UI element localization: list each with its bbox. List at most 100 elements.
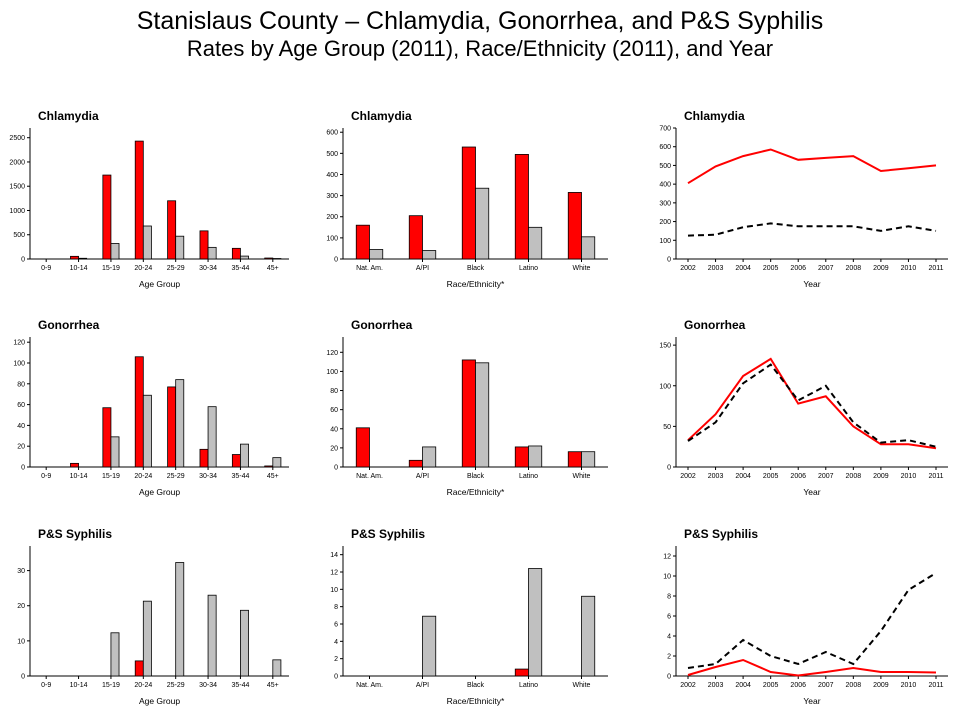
- y-tick-label: 0: [21, 674, 25, 681]
- x-tick-label: 2005: [763, 473, 779, 480]
- x-tick-label: 2010: [901, 682, 917, 689]
- x-tick-label: Nat. Am.: [356, 265, 383, 272]
- county-bar: [461, 146, 476, 260]
- x-axis-label: Race/Ethnicity*: [447, 279, 505, 289]
- y-tick-label: 2: [667, 654, 671, 661]
- county-bar: [102, 174, 112, 260]
- y-tick-label: 0: [334, 465, 338, 472]
- x-tick-label: 2009: [873, 473, 889, 480]
- x-axis-label: Year: [803, 279, 820, 289]
- county-bar: [461, 359, 476, 468]
- x-tick-label: 20-24: [134, 265, 152, 272]
- y-tick-label: 4: [334, 639, 338, 646]
- x-tick-label: 25-29: [167, 473, 185, 480]
- state-line: [687, 222, 937, 237]
- county-bar: [199, 230, 209, 260]
- state-bar: [422, 615, 437, 677]
- y-tick-label: 6: [334, 622, 338, 629]
- state-bar: [207, 406, 217, 468]
- chart-title: Gonorrhea: [38, 318, 100, 332]
- x-tick-label: 25-29: [167, 682, 185, 689]
- y-tick-label: 40: [330, 426, 338, 433]
- state-bar: [475, 362, 490, 468]
- x-tick-label: Nat. Am.: [356, 682, 383, 689]
- state-bar: [581, 451, 596, 468]
- y-tick-label: 0: [334, 674, 338, 681]
- y-tick-label: 0: [21, 465, 25, 472]
- y-tick-label: 30: [17, 568, 25, 575]
- y-tick-label: 1500: [9, 184, 25, 191]
- x-tick-label: 2002: [680, 473, 696, 480]
- x-axis-label: Age Group: [139, 487, 180, 497]
- y-tick-label: 4: [667, 634, 671, 641]
- y-tick-label: 10: [663, 574, 671, 581]
- x-tick-label: 2008: [846, 473, 862, 480]
- x-tick-label: A/PI: [416, 473, 429, 480]
- county-bar: [134, 660, 144, 677]
- y-tick-label: 8: [667, 594, 671, 601]
- y-tick-label: 6: [667, 614, 671, 621]
- x-tick-label: 45+: [267, 265, 279, 272]
- y-tick-label: 500: [13, 232, 25, 239]
- x-tick-label: 2010: [901, 473, 917, 480]
- state-bar: [142, 225, 152, 260]
- x-axis-label: Year: [803, 487, 820, 497]
- y-tick-label: 0: [334, 257, 338, 264]
- county-bar: [264, 257, 274, 260]
- state-bar: [110, 632, 120, 677]
- x-tick-label: 2008: [846, 682, 862, 689]
- state-bar: [240, 255, 249, 260]
- x-tick-label: 15-19: [102, 473, 120, 480]
- x-axis-label: Year: [803, 696, 820, 706]
- chart-title: P&S Syphilis: [38, 527, 112, 541]
- x-tick-label: A/PI: [416, 265, 429, 272]
- x-tick-label: 45+: [267, 473, 279, 480]
- county-line: [687, 148, 937, 185]
- y-tick-label: 0: [667, 674, 671, 681]
- county-bar: [567, 451, 582, 468]
- y-tick-label: 120: [326, 350, 338, 357]
- y-tick-label: 300: [659, 200, 671, 207]
- gonorrhea-age-panel: Gonorrhea Age Group 0 20 40 60 80 100 120 0-9 10-1…: [13, 318, 289, 497]
- y-tick-label: 20: [330, 445, 338, 452]
- county-bar: [355, 427, 370, 468]
- x-tick-label: 2009: [873, 265, 889, 272]
- state-bar: [240, 443, 249, 468]
- state-bar: [581, 236, 596, 260]
- x-tick-label: 2006: [790, 682, 806, 689]
- county-line: [687, 357, 937, 450]
- county-bar: [408, 215, 423, 260]
- x-tick-label: 2003: [708, 473, 724, 480]
- state-bar: [528, 445, 543, 468]
- page-subtitle: Rates by Age Group (2011), Race/Ethnicit…: [186, 36, 774, 61]
- gonorrhea-year-panel: Gonorrhea Year 0 50 100 150 2002 2003 2004 2005 20…: [659, 318, 948, 497]
- y-tick-label: 20: [17, 603, 25, 610]
- state-line: [687, 572, 937, 669]
- x-tick-label: 30-34: [199, 265, 217, 272]
- y-tick-label: 2500: [9, 135, 25, 142]
- syphilis-year-panel: P&S Syphilis Year 0 2 4 6 8 10 12 2002 2003 2004 200…: [663, 527, 948, 706]
- x-tick-label: 2011: [928, 473, 943, 480]
- x-tick-label: 35-44: [231, 473, 249, 480]
- state-bar: [207, 246, 217, 260]
- county-bar: [167, 200, 177, 260]
- county-bar: [199, 448, 209, 468]
- y-tick-label: 600: [659, 144, 671, 151]
- syphilis-age-panel: P&S Syphilis Age Group 0 10 20 30 0-9 10-14 15-1…: [17, 527, 289, 706]
- y-tick-label: 50: [663, 424, 671, 431]
- x-axis-label: Age Group: [139, 696, 180, 706]
- x-tick-label: Latino: [519, 265, 538, 272]
- y-tick-label: 400: [326, 172, 338, 179]
- y-tick-label: 10: [17, 638, 25, 645]
- chart-title: Chlamydia: [684, 109, 745, 123]
- state-bar: [528, 226, 543, 260]
- y-tick-label: 0: [667, 257, 671, 264]
- y-tick-label: 200: [326, 214, 338, 221]
- state-bar: [369, 249, 384, 260]
- county-bar: [567, 192, 582, 260]
- county-bar: [231, 247, 241, 260]
- x-tick-label: White: [573, 473, 591, 480]
- x-tick-label: 0-9: [41, 473, 51, 480]
- county-bar: [231, 454, 241, 468]
- x-tick-label: 0-9: [41, 265, 51, 272]
